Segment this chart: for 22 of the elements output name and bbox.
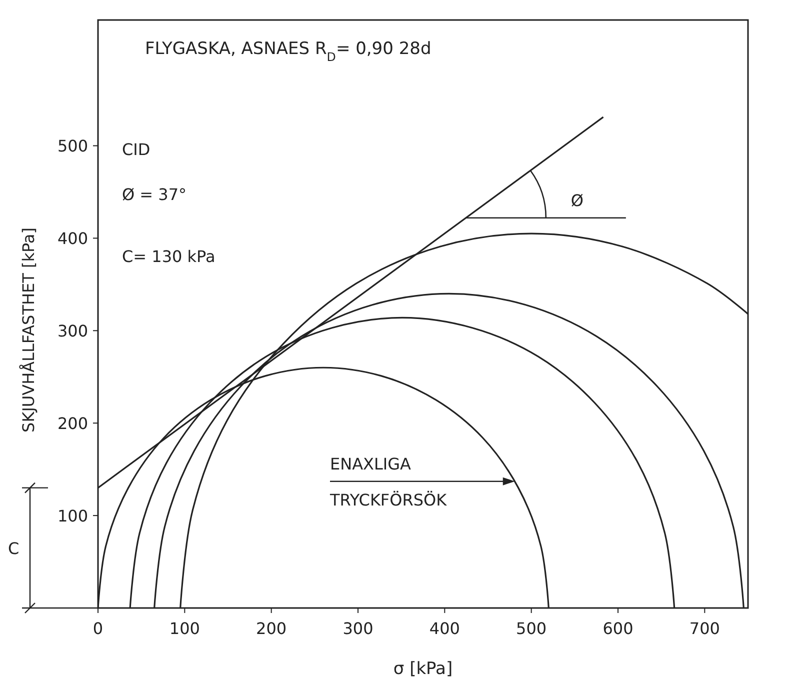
annotation: CID bbox=[122, 140, 150, 159]
x-tick-label: 0 bbox=[92, 619, 104, 638]
x-tick-label: 200 bbox=[256, 619, 287, 638]
text: C bbox=[8, 538, 20, 558]
y-tick-label: 500 bbox=[57, 136, 88, 156]
text: FLYGASKA, ASNAES R$_{D}$= 0,90 28d bbox=[145, 39, 432, 64]
y-axis-title: SKJUVHÅLLFASTHET [kPa] bbox=[19, 228, 38, 432]
y-tick-label: 200 bbox=[57, 414, 88, 434]
x-tick-label: 100 bbox=[169, 619, 200, 638]
y-tick-label: 400 bbox=[57, 229, 88, 248]
annotation: Ø bbox=[570, 190, 584, 210]
x-tick-label: 300 bbox=[342, 619, 374, 638]
x-tick-label: 500 bbox=[516, 619, 547, 638]
x-axis-title: σ [kPa] bbox=[393, 659, 453, 679]
x-tick-label: 600 bbox=[602, 619, 634, 638]
x-tick-label: 700 bbox=[689, 619, 720, 638]
annotation: ENAXLIGA TRYCKFÖRSÖK bbox=[329, 454, 448, 510]
x-tick-label: 400 bbox=[429, 619, 460, 638]
y-tick-label: 300 bbox=[57, 322, 88, 341]
annotation: C= 130 kPa bbox=[122, 247, 216, 266]
y-tick-label: 100 bbox=[57, 506, 88, 526]
annotation: Ø = 37° bbox=[122, 185, 187, 204]
